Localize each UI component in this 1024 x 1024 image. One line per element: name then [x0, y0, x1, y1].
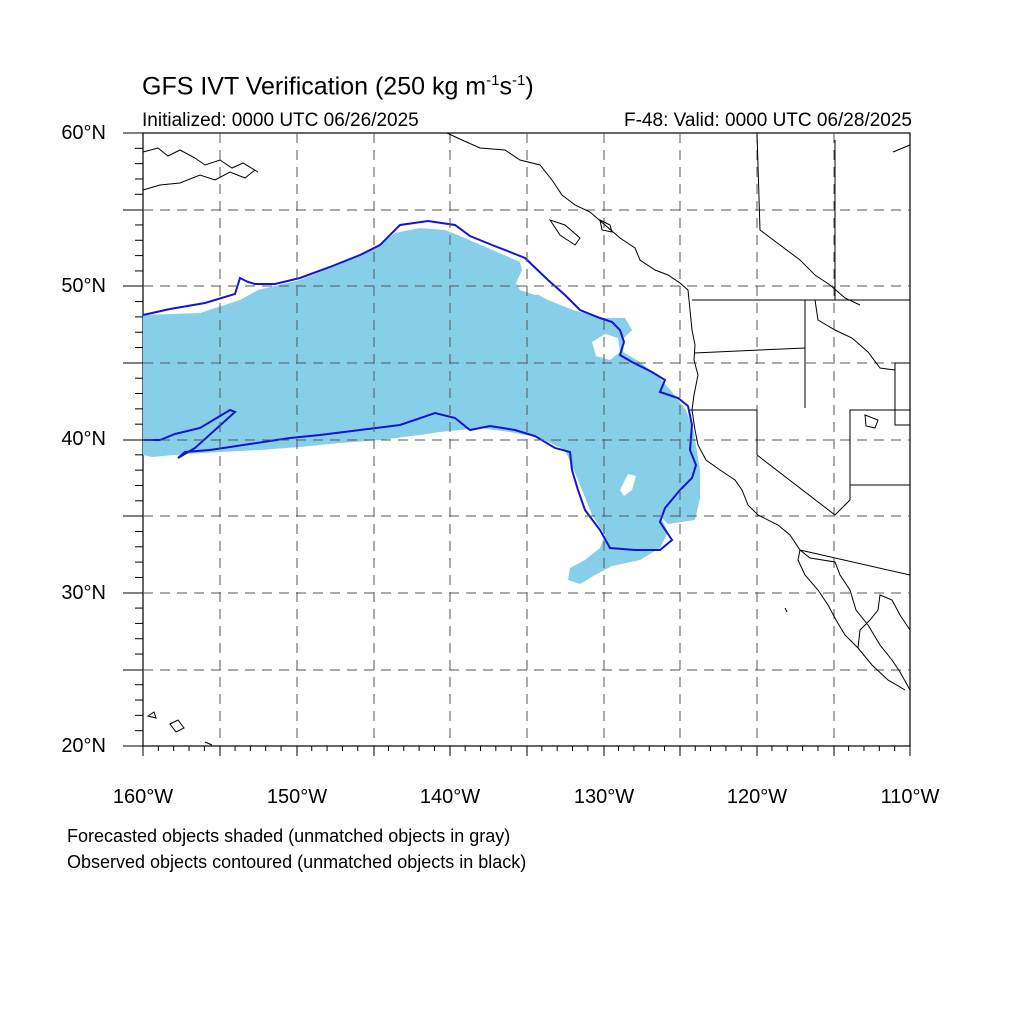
coastlines: [142, 132, 911, 746]
lon-label-130w: 130°W: [573, 786, 635, 808]
lon-label-140w: 140°W: [419, 786, 481, 808]
lat-label-40n: 40°N: [61, 428, 106, 450]
forecast-ivt-object: [143, 228, 700, 584]
forecast-hole-south: [620, 474, 636, 496]
graticule: [143, 133, 910, 746]
chart-title: GFS IVT Verification (250 kg m-1s-1): [142, 72, 534, 101]
lat-label-50n: 50°N: [61, 275, 106, 297]
lat-label-60n: 60°N: [61, 122, 106, 144]
lon-label-110w: 110°W: [880, 786, 940, 808]
observed-ivt-contour: [142, 219, 698, 551]
lon-label-150w: 150°W: [266, 786, 328, 808]
valid-time: F-48: Valid: 0000 UTC 06/28/2025: [624, 110, 912, 131]
legend-note-forecast: Forecasted objects shaded (unmatched obj…: [67, 826, 511, 846]
lat-label-30n: 30°N: [61, 582, 106, 604]
initialized-time: Initialized: 0000 UTC 06/26/2025: [142, 110, 419, 131]
lon-label-120w: 120°W: [726, 786, 788, 808]
forecast-hole-center: [592, 334, 620, 360]
minor-tick-marks: [135, 147, 896, 751]
tick-marks: [123, 132, 911, 756]
lon-label-160w: 160°W: [112, 786, 174, 808]
legend-note-observed: Observed objects contoured (unmatched ob…: [67, 852, 527, 872]
lat-label-20n: 20°N: [61, 735, 106, 757]
